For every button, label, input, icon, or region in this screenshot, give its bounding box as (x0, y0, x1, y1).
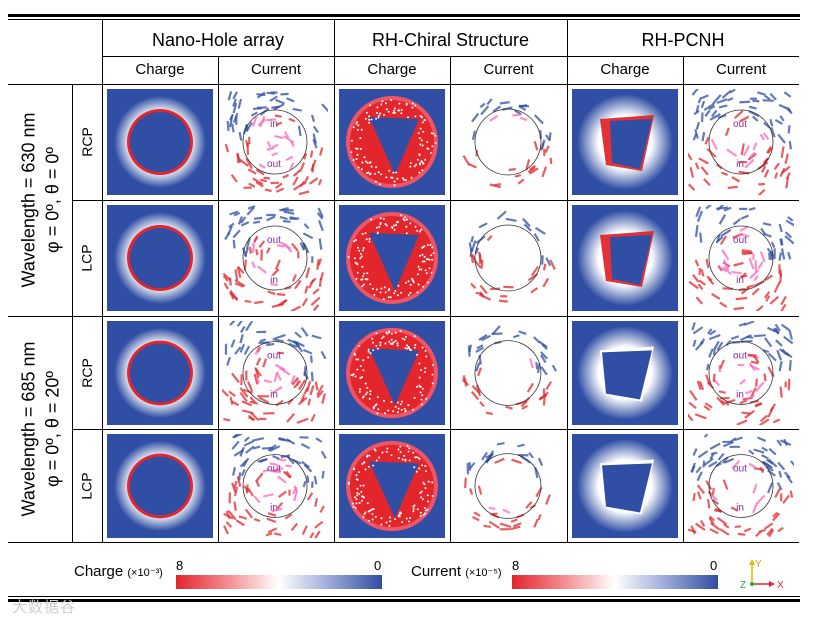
current-label-bottom: in (736, 503, 744, 514)
sub-charge-1: Charge (135, 61, 185, 78)
current-label-bottom: in (270, 390, 278, 401)
charge-colorbar-label: Charge (×10⁻³) (74, 563, 163, 580)
current-label-top: in (270, 119, 278, 130)
bottom-rule-thick (8, 599, 800, 602)
current-label-bottom: in (736, 159, 744, 170)
watermark: 大数据谷 (12, 599, 77, 616)
charge-map-r2-c1 (107, 205, 213, 311)
row-label-lcp-1: LCP (78, 244, 95, 272)
current-colorbar-min: 0 (710, 558, 718, 573)
current-label-bottom: in (270, 503, 278, 514)
sub-current-3: Current (715, 61, 767, 78)
current-colorbar-label: Current (×10⁻⁵) (411, 563, 502, 580)
row-label-rcp-1: RCP (79, 127, 95, 157)
axis-x-label: X (777, 580, 784, 591)
charge-map-r3-c3 (339, 321, 445, 425)
header-nano-hole: Nano-Hole array (151, 30, 285, 50)
current-map-r2-c6: out in (688, 201, 796, 315)
grid-hline (8, 84, 799, 85)
grid-hline (8, 542, 799, 543)
grid-vline (102, 20, 103, 542)
current-label-top: out (267, 463, 281, 474)
current-colorbar-max: 8 (512, 558, 520, 573)
grid-hline (8, 316, 799, 317)
current-label-bottom: in (270, 275, 278, 286)
header-rh-chiral: RH-Chiral Structure (371, 30, 530, 50)
row-group-2-label: Wavelength = 685 nm φ = 0º, θ = 20º (8, 316, 72, 542)
charge-map-r3-c1 (107, 321, 213, 425)
axis-y-label: Y (755, 559, 762, 570)
grid-vline (683, 56, 684, 542)
current-map-r2-c2: out in (222, 205, 328, 313)
current-label-top: out (733, 463, 747, 474)
charge-map-r4-c5 (572, 434, 678, 538)
grid-vline (567, 20, 568, 542)
row-group-1-label: Wavelength = 630 nm φ = 0º, θ = 0º (8, 84, 72, 316)
current-map-r4-c6: out in (684, 427, 797, 538)
row-label-lcp-2: LCP (78, 471, 95, 500)
current-map-r1-c6: out in (684, 86, 794, 198)
current-label-top: out (267, 350, 281, 361)
current-map-r1-c4 (455, 89, 561, 195)
top-rule-thin (8, 19, 800, 20)
header-rh-pcnh: RH-PCNH (641, 30, 725, 50)
charge-map-r1-c3 (339, 89, 445, 195)
current-colorbar (512, 575, 718, 589)
grid-hline (72, 200, 799, 201)
charge-map-r1-c5 (572, 89, 678, 195)
charge-colorbar-min: 0 (374, 558, 382, 573)
sub-charge-3: Charge (600, 61, 650, 78)
top-rule-thick (8, 14, 800, 17)
current-map-r3-c2: out in (220, 318, 328, 425)
grid-vline (334, 20, 335, 542)
row-group-2-angles: φ = 0º, θ = 20º (42, 371, 62, 487)
charge-colorbar-max: 8 (176, 558, 184, 573)
row-group-1-wavelength: Wavelength = 630 nm (18, 112, 38, 288)
charge-map-r2-c5 (572, 205, 678, 311)
charge-map-r4-c3 (339, 434, 445, 538)
current-label-bottom: in (736, 390, 744, 401)
axes-triad-icon: Y Z X (740, 559, 784, 591)
current-label-top: out (733, 235, 747, 246)
current-label-bottom: out (267, 159, 281, 170)
current-map-r3-c4 (455, 321, 561, 425)
charge-map-r4-c1 (107, 434, 213, 538)
sub-current-2: Current (483, 61, 534, 78)
current-label-bottom: in (736, 275, 744, 286)
charge-map-r1-c1 (107, 89, 213, 195)
current-map-r1-c2: in out (222, 89, 331, 196)
grid-hline (72, 429, 799, 430)
axis-z-label: Z (740, 580, 746, 591)
charge-map-r3-c5 (572, 321, 678, 425)
row-group-2-wavelength: Wavelength = 685 nm (18, 341, 38, 517)
row-group-1-angles: φ = 0º, θ = 0º (42, 147, 62, 253)
grid-vline (72, 84, 73, 542)
current-map-r2-c4 (455, 205, 561, 311)
grid-vline (218, 56, 219, 542)
current-map-r4-c2: out in (222, 430, 328, 540)
current-label-top: out (733, 350, 747, 361)
current-map-r4-c4 (455, 434, 561, 538)
grid-vline (450, 56, 451, 542)
sub-charge-2: Charge (367, 61, 417, 78)
current-label-top: out (733, 119, 747, 130)
charge-map-r2-c3 (339, 205, 445, 311)
bottom-rule-thin (8, 596, 800, 597)
charge-colorbar (176, 575, 382, 589)
row-label-rcp-2: RCP (79, 357, 95, 388)
current-label-top: out (267, 235, 281, 246)
sub-current-1: Current (250, 61, 302, 78)
current-map-r3-c6: out in (685, 320, 794, 427)
